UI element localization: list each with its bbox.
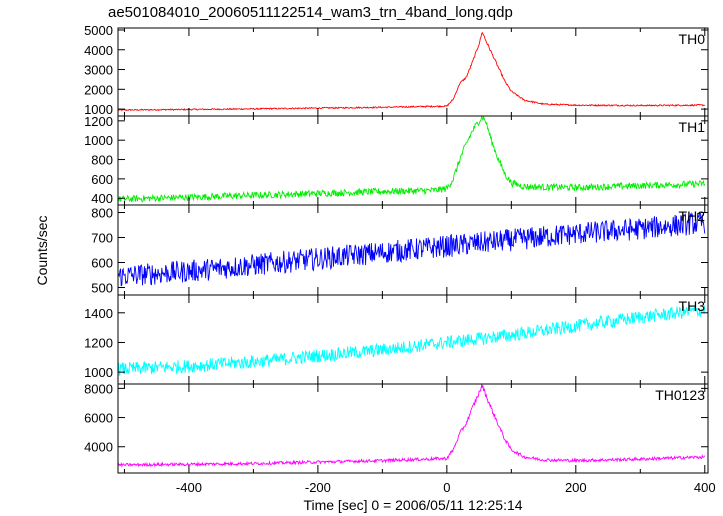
series-th0123-line bbox=[118, 384, 706, 468]
y-tick-label: 800 bbox=[91, 206, 113, 221]
x-axis-label: Time [sec] 0 = 2006/05/11 12:25:14 bbox=[303, 497, 522, 513]
y-tick-label: 6000 bbox=[84, 411, 113, 426]
y-tick-label: 3000 bbox=[84, 63, 113, 78]
series-th3-line bbox=[118, 304, 706, 376]
y-tick-label: 5000 bbox=[84, 23, 113, 38]
y-tick-label: 4000 bbox=[84, 43, 113, 58]
panel-th0: 1000 2000 3000 4000 5000 TH0 bbox=[84, 23, 709, 117]
y-tick-label: 8000 bbox=[84, 381, 113, 396]
panel-th2-label: TH2 bbox=[679, 208, 706, 224]
panel-th0123-frame bbox=[117, 383, 709, 474]
panel-th0-frame bbox=[117, 27, 709, 117]
x-tick-label: -400 bbox=[176, 480, 202, 495]
y-tick-label: 1200 bbox=[84, 114, 113, 129]
y-tick-label: 600 bbox=[91, 256, 113, 271]
x-tick-label: -200 bbox=[305, 480, 331, 495]
panel-th0-label: TH0 bbox=[679, 31, 706, 47]
y-axis-label: Counts/sec bbox=[34, 215, 50, 285]
x-tick-label: 200 bbox=[565, 480, 587, 495]
y-tick-label: 1000 bbox=[84, 365, 113, 380]
y-tick-label: 600 bbox=[91, 172, 113, 187]
y-tick-label: 400 bbox=[91, 191, 113, 206]
x-tick-label: 0 bbox=[443, 480, 450, 495]
y-tick-label: 4000 bbox=[84, 440, 113, 455]
y-tick-label: 1200 bbox=[84, 335, 113, 350]
chart-title: ae501084010_20060511122514_wam3_trn_4ban… bbox=[108, 4, 513, 21]
y-tick-label: 1000 bbox=[84, 102, 113, 117]
panel-th1-label: TH1 bbox=[679, 119, 706, 135]
y-tick-label: 1400 bbox=[84, 306, 113, 321]
panel-th1: 400 600 800 1000 1200 TH1 bbox=[84, 114, 709, 206]
y-tick-label: 700 bbox=[91, 231, 113, 246]
panel-th2: 500 600 700 800 TH2 bbox=[91, 204, 709, 296]
panel-th3-label: TH3 bbox=[679, 298, 706, 314]
panel-th3-frame bbox=[117, 294, 709, 385]
y-tick-label: 1000 bbox=[84, 133, 113, 148]
x-tick-label: 400 bbox=[694, 480, 716, 495]
panel-th3: 1000 1200 1400 TH3 bbox=[84, 294, 709, 385]
series-th0-line bbox=[118, 31, 706, 112]
y-tick-label: 500 bbox=[91, 281, 113, 296]
series-th2-line bbox=[118, 211, 706, 287]
series-th1-line bbox=[118, 116, 706, 203]
panel-th0123-label: TH0123 bbox=[655, 387, 705, 403]
y-tick-label: 800 bbox=[91, 153, 113, 168]
y-tick-label: 2000 bbox=[84, 82, 113, 97]
panel-th0123: 4000 6000 8000 TH0123 bbox=[84, 381, 709, 474]
